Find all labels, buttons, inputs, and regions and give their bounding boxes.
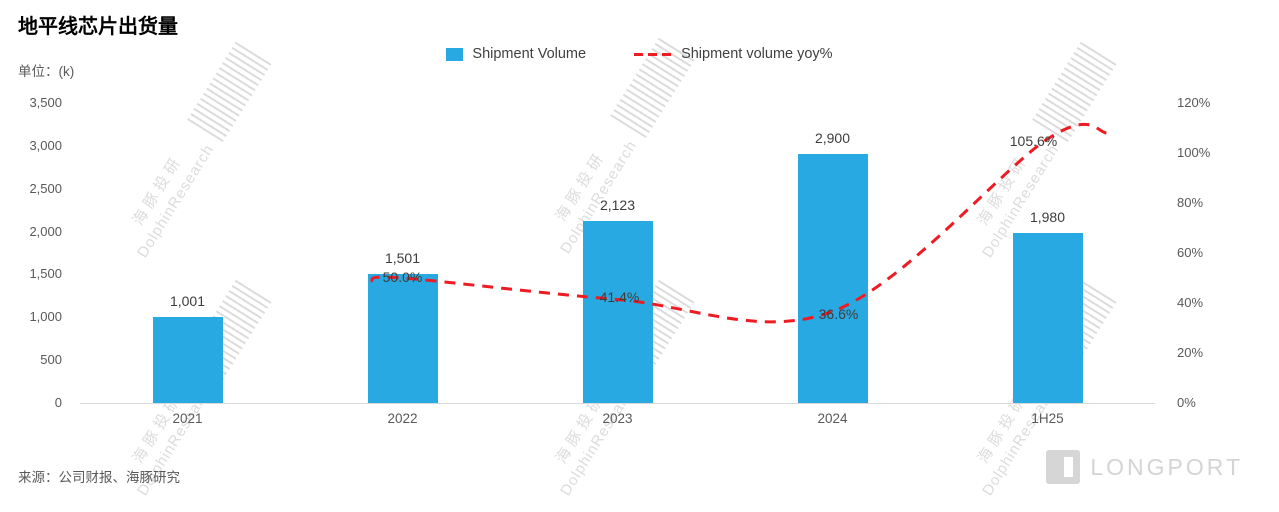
y-axis-tick-right: 120%: [1177, 95, 1211, 110]
dolphin-watermark: 海豚投研 DolphinResearch: [113, 39, 274, 261]
unit-label: 单位：(k): [18, 64, 75, 79]
y-axis-tick-right: 80%: [1177, 195, 1204, 210]
bar-2023: [582, 221, 653, 403]
y-axis-tick-right: 20%: [1177, 345, 1204, 360]
longport-icon: [1046, 450, 1081, 484]
yoy-value-label-2024: 36.6%: [818, 305, 859, 322]
bar-1H25: [1012, 233, 1083, 403]
legend-bar-swatch: [446, 47, 464, 61]
legend-label-shipment-volume: Shipment Volume: [472, 46, 587, 62]
y-axis-tick-left: 2,000: [29, 223, 62, 239]
legend-dashed-line-swatch: [634, 52, 673, 56]
y-axis-tick-left: 1,500: [29, 266, 62, 282]
watermark-text: 海豚投研 DolphinResearch: [113, 129, 218, 261]
x-axis-label-2021: 2021: [172, 411, 203, 426]
bar-2024: [797, 154, 868, 403]
longport-logo: LONGPORT: [1046, 450, 1243, 484]
bar-value-label-2021: 1,001: [169, 293, 206, 310]
y-axis-tick-right: 100%: [1177, 145, 1211, 160]
yoy-value-label-1H25: 105.6%: [1009, 133, 1058, 149]
y-axis-tick-right: 60%: [1177, 245, 1204, 260]
bar-value-label-2022: 1,501: [384, 250, 421, 267]
legend-label-yoy: Shipment volume yoy%: [681, 46, 833, 62]
y-axis-tick-right: 40%: [1177, 295, 1204, 310]
y-axis-tick-left: 2,500: [29, 180, 62, 196]
watermark-cn-text: 海豚投研: [129, 151, 186, 229]
y-axis-tick-left: 1,000: [29, 309, 62, 325]
x-axis-label-2022: 2022: [387, 411, 418, 426]
x-axis-line: [80, 403, 1155, 404]
watermark-en-text: DolphinResearch: [133, 141, 218, 261]
bar-value-label-2023: 2,123: [599, 197, 636, 214]
y-axis-tick-left: 0: [54, 395, 62, 410]
y-axis-tick-right: 0%: [1177, 395, 1196, 410]
dolphin-watermark: 海豚投研 DolphinResearch: [958, 39, 1119, 261]
y-axis-tick-left: 3,500: [29, 95, 62, 110]
legend-item-shipment-volume: Shipment Volume: [446, 46, 586, 62]
y-axis-tick-left: 3,000: [29, 137, 62, 153]
source-note: 来源：公司财报、海豚研究: [18, 470, 180, 485]
bar-value-label-2024: 2,900: [814, 130, 851, 147]
bar-value-label-1H25: 1,980: [1029, 209, 1066, 226]
x-axis-label-1H25: 1H25: [1031, 411, 1064, 426]
x-axis-label-2023: 2023: [602, 411, 633, 426]
x-axis-label-2024: 2024: [817, 411, 848, 426]
yoy-line: [370, 122, 1108, 324]
yoy-value-label-2022: 50.0%: [382, 269, 423, 285]
longport-wordmark: LONGPORT: [1090, 453, 1243, 480]
chart-title: 地平线芯片出货量: [18, 16, 178, 38]
y-axis-tick-left: 500: [40, 352, 62, 368]
yoy-value-label-2023: 41.4%: [599, 288, 640, 305]
legend: Shipment Volume Shipment volume yoy%: [0, 46, 1279, 62]
bar-2021: [152, 317, 223, 403]
bar-2022: [367, 274, 438, 403]
legend-item-yoy: Shipment volume yoy%: [634, 46, 833, 62]
